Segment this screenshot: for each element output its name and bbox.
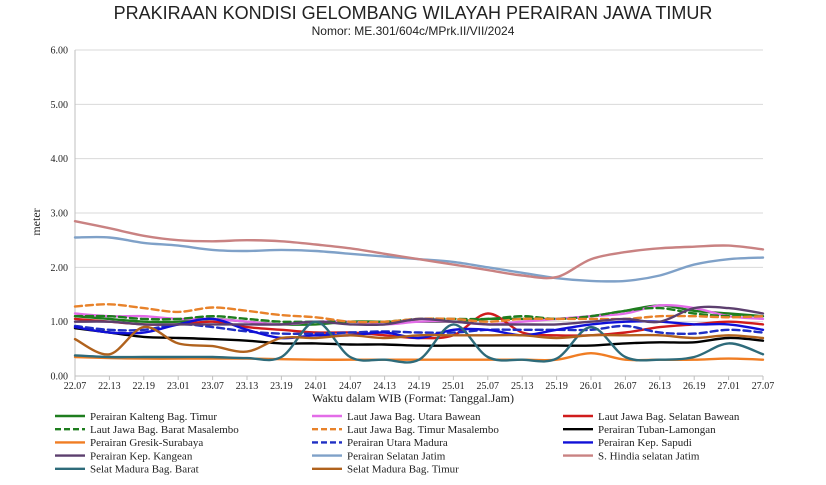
legend-label-s-hindia-selatan-jatim: S. Hindia selatan Jatim <box>598 450 700 462</box>
legend-label-laut-jawa-bag-barat-masalembo: Laut Jawa Bag. Barat Masalembo <box>90 424 239 436</box>
x-tick-label: 23.07 <box>201 381 224 392</box>
x-tick-label: 25.13 <box>511 381 534 392</box>
legend-label-perairan-utara-madura: Perairan Utara Madura <box>347 437 448 449</box>
x-tick-label: 25.19 <box>545 381 568 392</box>
x-axis-label: Waktu dalam WIB (Format: Tanggal.Jam) <box>312 391 514 405</box>
legend-label-laut-jawa-bag-selatan-bawean: Laut Jawa Bag. Selatan Bawean <box>598 411 740 423</box>
x-axis-ticks: 22.07 22.13 22.19 23.01 23.07 23.13 23.19 24.01… <box>64 376 775 392</box>
legend: Perairan Kalteng Bag. Timur Laut Jawa Bag… <box>55 411 740 476</box>
x-tick-label: 25.07 <box>477 381 500 392</box>
y-tick-label: 4.00 <box>51 154 69 165</box>
series-line-selat-madura-bag-timur <box>73 325 765 356</box>
legend-label-selat-madura-bag-barat: Selat Madura Bag. Barat <box>90 464 199 476</box>
x-tick-label: 22.07 <box>64 381 87 392</box>
x-tick-label: 22.19 <box>133 381 156 392</box>
y-tick-label: 5.00 <box>51 100 69 111</box>
y-tick-label: 1.00 <box>51 317 69 328</box>
legend-label-perairan-kep-sapudi: Perairan Kep. Sapudi <box>598 437 692 449</box>
x-tick-label: 22.13 <box>98 381 121 392</box>
x-tick-label: 24.13 <box>373 381 396 392</box>
y-tick-label: 3.00 <box>51 209 69 220</box>
y-axis-label: meter <box>29 208 43 235</box>
x-tick-label: 23.13 <box>236 381 259 392</box>
series-line-perairan-kep-kangean <box>73 305 765 327</box>
legend-label-perairan-gresik-surabaya: Perairan Gresik-Surabaya <box>90 437 203 449</box>
x-tick-label: 25.01 <box>442 381 465 392</box>
legend-label-perairan-kep-kangean: Perairan Kep. Kangean <box>90 450 193 462</box>
y-axis-ticks: 0.00 1.00 2.00 3.00 4.00 5.00 6.00 <box>51 46 69 383</box>
x-tick-label: 26.13 <box>649 381 672 392</box>
legend-label-laut-jawa-bag-utara-bawean: Laut Jawa Bag. Utara Bawean <box>347 411 481 423</box>
chart-subtitle: Nomor: ME.301/604c/MPrk.II/VII/2024 <box>312 24 515 38</box>
y-tick-label: 2.00 <box>51 263 69 274</box>
legend-label-laut-jawa-bag-timur-masalembo: Laut Jawa Bag. Timur Masalembo <box>347 424 499 436</box>
chart-title: PRAKIRAAN KONDISI GELOMBANG WILAYAH PERA… <box>114 3 713 23</box>
legend-label-selat-madura-bag-timur: Selat Madura Bag. Timur <box>347 464 459 476</box>
legend-label-perairan-selatan-jatim: Perairan Selatan Jatim <box>347 450 446 462</box>
series-line-selat-madura-bag-barat <box>73 320 765 364</box>
x-tick-label: 23.01 <box>167 381 190 392</box>
x-tick-label: 26.19 <box>683 381 706 392</box>
x-tick-label: 27.01 <box>717 381 740 392</box>
x-tick-label: 24.07 <box>339 381 362 392</box>
y-tick-label: 6.00 <box>51 46 69 57</box>
x-tick-label: 23.19 <box>270 381 293 392</box>
legend-label-perairan-kalteng-bag-timur: Perairan Kalteng Bag. Timur <box>90 411 217 423</box>
x-tick-label: 24.19 <box>408 381 431 392</box>
x-tick-label: 27.07 <box>752 381 775 392</box>
series-lines <box>73 220 765 364</box>
y-tick-label: 0.00 <box>51 372 69 383</box>
x-tick-label: 26.07 <box>614 381 637 392</box>
series-line-perairan-tuban-lamongan <box>73 327 765 347</box>
series-line-s-hindia-selatan-jatim <box>73 220 765 280</box>
x-tick-label: 26.01 <box>580 381 603 392</box>
series-line-perairan-utara-madura <box>73 323 765 336</box>
x-tick-label: 24.01 <box>305 381 328 392</box>
legend-label-perairan-tuban-lamongan: Perairan Tuban-Lamongan <box>598 424 716 436</box>
